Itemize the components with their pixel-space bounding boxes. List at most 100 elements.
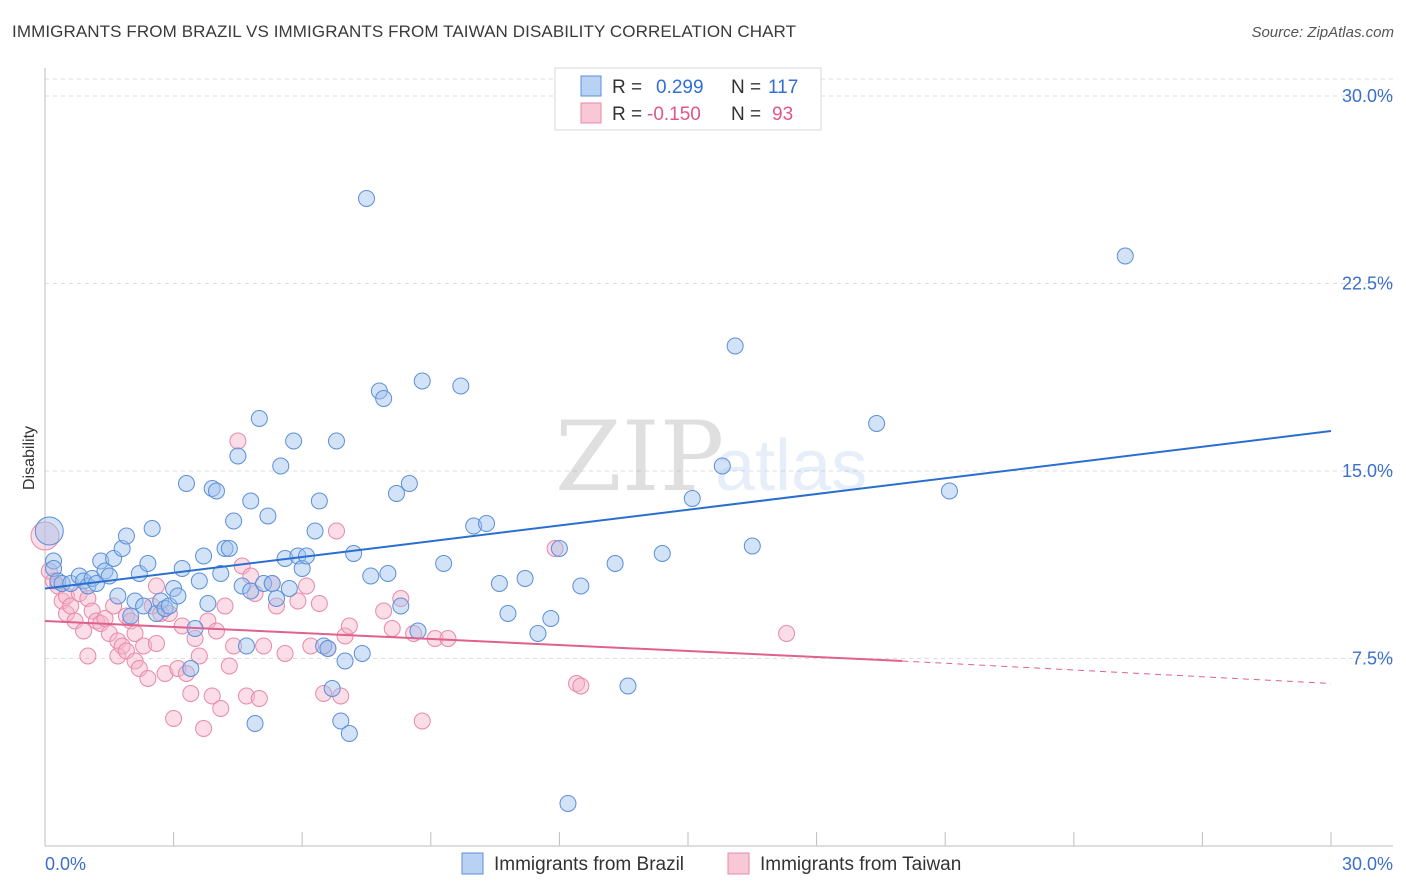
brazil-point-102 <box>940 482 958 500</box>
brazil-point-85 <box>478 515 496 532</box>
taiwan-point-38 <box>173 617 191 635</box>
tick-labels: 7.5% 15.0% 22.5% 30.0% 0.0% 30.0% <box>45 86 1393 874</box>
brazil-point-103 <box>1116 247 1134 265</box>
brazil-point-72 <box>358 190 375 207</box>
brazil-point-80 <box>409 622 427 640</box>
brazil-point-98 <box>713 457 731 475</box>
brazil-point-61 <box>306 522 324 540</box>
legend-n-value-pink: 93 <box>772 104 793 125</box>
brazil-point-100 <box>743 537 761 555</box>
brazil-point-48 <box>246 715 264 732</box>
bottom-legend-swatch-blue <box>461 852 484 875</box>
brazil-point-32 <box>182 660 200 677</box>
legend-n-label-blue: N = <box>731 77 761 98</box>
taiwan-point-40 <box>182 685 200 702</box>
taiwan-point-18 <box>105 597 123 615</box>
taiwan-point-80 <box>572 677 590 695</box>
brazil-point-96 <box>653 545 671 562</box>
brazil-point-41 <box>220 540 238 557</box>
taiwan-point-62 <box>297 577 315 595</box>
brazil-point-56 <box>280 580 298 597</box>
brazil-point-69 <box>340 725 358 742</box>
brazil-point-53 <box>267 590 285 607</box>
brazil-point-30 <box>173 560 191 577</box>
brazil-point-68 <box>336 652 354 670</box>
brazil-point-95 <box>619 677 637 695</box>
brazil-point-21 <box>135 597 153 615</box>
brazil-point-36 <box>199 595 217 612</box>
brazil-point-94 <box>606 555 624 572</box>
legend-r-value-blue: 0.299 <box>656 77 704 98</box>
brazil-point-43 <box>229 447 247 465</box>
legend-n-value-blue: 117 <box>768 77 798 98</box>
brazil-point-47 <box>242 492 260 510</box>
taiwan-point-46 <box>207 622 225 640</box>
brazil-point-83 <box>452 377 470 395</box>
brazil-point-75 <box>375 390 393 407</box>
taiwan-point-29 <box>139 670 157 687</box>
brazil-point-73 <box>362 567 380 585</box>
brazil-point-76 <box>379 565 397 582</box>
trend-lines <box>44 430 1332 684</box>
taiwan-point-65 <box>315 685 333 702</box>
taiwan-point-12 <box>79 647 97 665</box>
bottom-legend-label-blue: Immigrants from Brazil <box>494 854 684 875</box>
taiwan-point-60 <box>276 645 294 662</box>
brazil-point-31 <box>177 475 195 492</box>
taiwan-point-49 <box>220 657 238 675</box>
brazil-point-38 <box>207 482 225 500</box>
brazil-point-78 <box>392 597 410 615</box>
brazil-point-19 <box>126 592 144 610</box>
brazil-point-62 <box>310 492 328 510</box>
legend-n-label-pink: N = <box>731 104 761 125</box>
brazil-point-45 <box>237 637 255 655</box>
brazil-point-49 <box>250 410 268 427</box>
x-tick-label-1: 30.0% <box>1342 854 1393 874</box>
brazil-point-84 <box>465 517 483 535</box>
y-axis-label: Disability <box>21 426 38 490</box>
brazil-point-87 <box>499 605 517 622</box>
bottom-legend-swatch-pink <box>727 852 750 875</box>
brazil-point-89 <box>529 625 547 642</box>
brazil-point-77 <box>388 485 406 502</box>
taiwan-point-64 <box>310 595 328 612</box>
brazil-point-16 <box>113 540 131 557</box>
taiwan-point-81 <box>778 625 796 642</box>
source-note: Source: ZipAtlas.com <box>1251 24 1394 41</box>
brazil-point-22 <box>139 555 157 572</box>
brazil-point-91 <box>550 540 568 557</box>
taiwan-point-28 <box>135 637 153 655</box>
brazil-point-99 <box>726 337 744 355</box>
axes <box>44 68 1393 847</box>
watermark-atlas: atlas <box>715 426 867 506</box>
brazil-point-67 <box>332 712 350 730</box>
legend-swatch-pink <box>580 102 602 124</box>
brazil-point-50 <box>255 575 273 592</box>
brazil-point-57 <box>285 432 303 450</box>
brazil-point-54 <box>272 457 290 475</box>
taiwan-point-63 <box>302 637 320 655</box>
taiwan-point-36 <box>165 710 183 727</box>
taiwan-point-50 <box>225 637 243 655</box>
taiwan-point-77 <box>439 630 457 647</box>
legend-swatch-blue <box>580 75 602 97</box>
legend-r-label-blue: R = <box>612 77 642 98</box>
taiwan-trend-line <box>44 620 903 662</box>
brazil-point-66 <box>327 432 345 450</box>
brazil-point-0 <box>34 516 64 546</box>
brazil-point-97 <box>683 490 701 507</box>
taiwan-point-41 <box>186 630 204 647</box>
y-tick-label-2: 22.5% <box>1342 274 1393 294</box>
taiwan-point-5 <box>57 587 75 605</box>
taiwan-point-48 <box>216 597 234 615</box>
taiwan-point-57 <box>255 637 273 655</box>
brazil-point-35 <box>195 547 213 565</box>
brazil-points <box>34 190 1134 812</box>
watermark-zip: ZIP <box>555 401 724 513</box>
chart-title: IMMIGRANTS FROM BRAZIL VS IMMIGRANTS FRO… <box>12 22 797 41</box>
brazil-point-71 <box>353 645 371 662</box>
bottom-legend-label-pink: Immigrants from Taiwan <box>760 854 961 875</box>
taiwan-point-53 <box>237 687 255 705</box>
brazil-trend-line <box>44 430 1332 590</box>
brazil-point-17 <box>117 527 135 545</box>
